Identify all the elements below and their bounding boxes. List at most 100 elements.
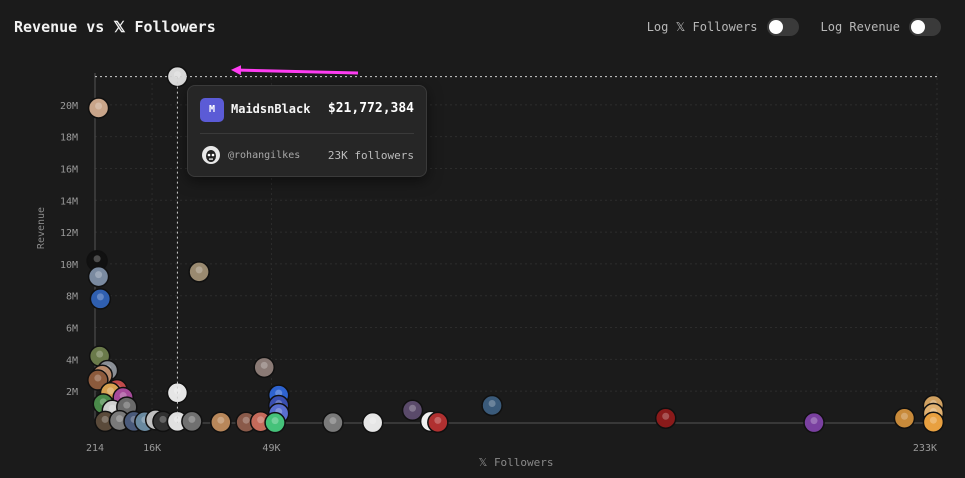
data-point [253, 356, 275, 379]
data-point [210, 411, 232, 433]
avatar-head [217, 416, 225, 424]
y-tick-label: 10M [60, 260, 78, 271]
y-axis-label: Revenue [36, 207, 47, 249]
point-avatar [188, 261, 210, 283]
point-avatar [803, 411, 825, 434]
annotations [95, 65, 937, 423]
avatar-head [929, 416, 937, 424]
point-avatar [264, 411, 286, 434]
company-revenue: $21,772,384 [327, 101, 414, 116]
point-avatar [89, 288, 112, 310]
avatar-head [173, 415, 181, 423]
point-avatar [87, 265, 110, 288]
x-axis-label: 𝕏 Followers [478, 456, 553, 469]
point-avatar [322, 411, 344, 434]
point-avatar [922, 411, 945, 433]
data-point [481, 394, 503, 417]
tooltip-divider [200, 133, 414, 134]
founder-handle[interactable]: @rohangilkes [228, 150, 301, 161]
point-avatar [893, 407, 916, 429]
avatar-head [94, 374, 102, 382]
x-tick-label: 233K [913, 443, 937, 454]
avatar-head [488, 400, 496, 407]
avatar-head [101, 415, 109, 423]
x-tick-label: 16K [143, 443, 161, 454]
avatar-head [242, 416, 250, 424]
avatar-head [434, 416, 442, 424]
avatar-head [95, 102, 103, 110]
y-tick-label: 20M [60, 101, 78, 112]
data-point [803, 411, 825, 434]
avatar-head [96, 350, 104, 358]
data-points [86, 65, 945, 434]
data-point [87, 265, 110, 288]
y-tick-label: 12M [60, 228, 78, 239]
point-avatar [253, 356, 275, 379]
avatar-head [369, 417, 377, 425]
data-point [922, 411, 945, 433]
y-tick-label: 18M [60, 133, 78, 144]
company-logo: M [200, 98, 224, 122]
log-revenue-switch[interactable] [909, 18, 941, 36]
data-point [427, 411, 449, 434]
founder-avatar [202, 146, 220, 164]
avatar-head [116, 415, 124, 423]
log-followers-toggle[interactable]: Log 𝕏 Followers [647, 18, 799, 36]
avatar-head [107, 387, 115, 395]
avatar-head [900, 412, 908, 420]
log-revenue-toggle[interactable]: Log Revenue [821, 18, 941, 36]
log-followers-switch[interactable] [766, 18, 799, 36]
point-avatar [361, 411, 384, 434]
data-point [181, 410, 203, 433]
chart-title: Revenue vs 𝕏 Followers [14, 18, 216, 36]
avatar-head [409, 404, 417, 412]
point-avatar [87, 97, 110, 119]
data-point [322, 411, 344, 434]
y-tick-label: 16M [60, 164, 78, 175]
data-point [893, 407, 916, 429]
data-point [654, 407, 677, 429]
data-point [87, 369, 109, 391]
avatar-head [257, 416, 265, 424]
avatar-head [662, 412, 670, 420]
switch-knob [768, 20, 783, 34]
data-point [401, 399, 424, 422]
avatar-head [271, 417, 279, 425]
data-point [264, 411, 286, 434]
avatar-head [93, 255, 101, 263]
avatar-head [123, 401, 131, 409]
avatar-head [159, 415, 167, 423]
y-tick-label: 14M [60, 196, 78, 207]
avatar-head [173, 387, 181, 395]
avatar-face-icon [206, 150, 216, 162]
switch-knob [911, 20, 925, 34]
point-avatar [481, 394, 503, 417]
log-followers-label: Log 𝕏 Followers [646, 20, 758, 34]
pointer-arrow [231, 65, 359, 76]
point-avatar [401, 399, 424, 422]
avatar-head [260, 361, 268, 369]
data-point [188, 261, 210, 283]
y-tick-label: 8M [66, 292, 78, 303]
avatar-head [96, 293, 104, 301]
follower-count: 23K followers [327, 149, 414, 162]
point-avatar [210, 411, 232, 433]
company-name[interactable]: MaidsnBlack [231, 102, 311, 116]
y-tick-label: 6M [66, 324, 78, 335]
avatar-head [810, 417, 818, 425]
avatar-head [95, 271, 103, 279]
avatar-head [108, 404, 116, 412]
data-point [87, 97, 110, 119]
point-tooltip: M MaidsnBlack $21,772,384 @rohangilkes 2… [187, 85, 427, 177]
avatar-head [329, 417, 337, 425]
x-tick-label: 214 [86, 443, 104, 454]
avatar-head [188, 415, 196, 423]
data-point [89, 288, 112, 310]
point-avatar [87, 369, 109, 391]
point-avatar [427, 411, 449, 434]
y-tick-label: 4M [66, 355, 78, 366]
point-avatar [181, 410, 203, 433]
log-revenue-label: Log Revenue [820, 20, 900, 34]
x-tick-label: 49K [262, 443, 280, 454]
